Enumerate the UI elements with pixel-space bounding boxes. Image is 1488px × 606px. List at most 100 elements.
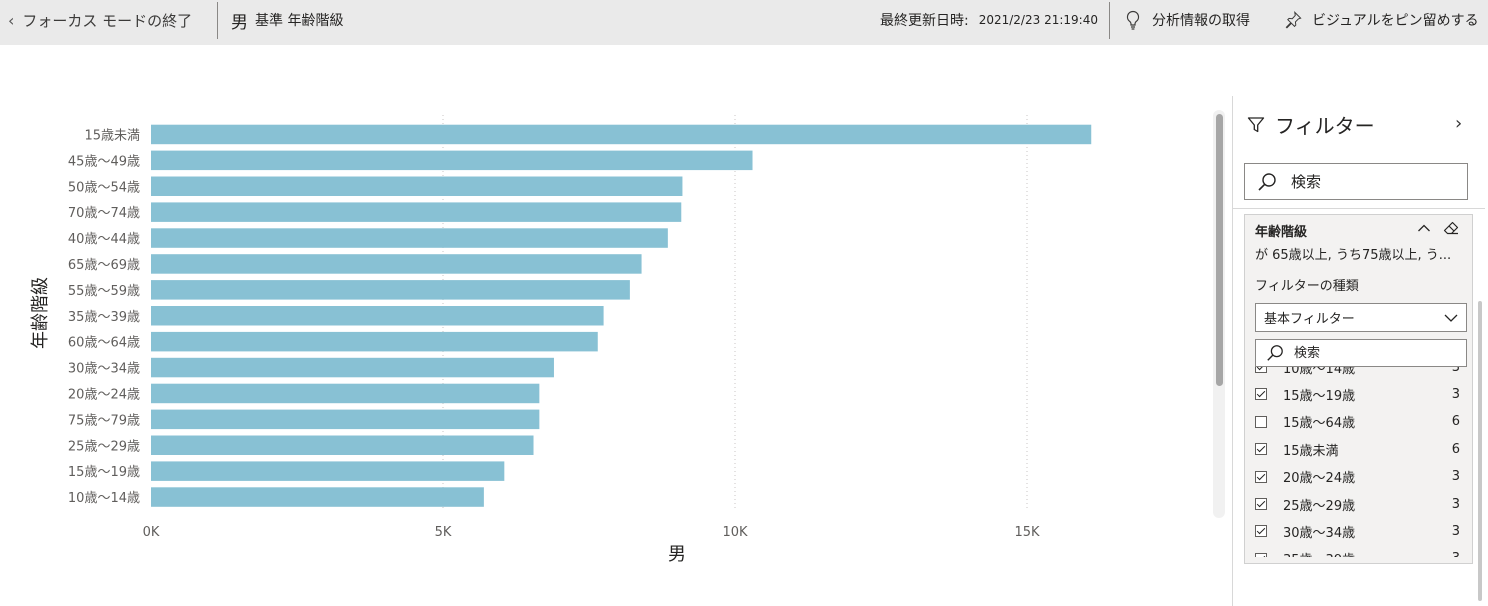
category-label: 50歳～54歳 bbox=[68, 180, 140, 195]
checkbox[interactable] bbox=[1255, 367, 1267, 373]
chart-scrollbar[interactable] bbox=[1213, 110, 1225, 518]
filter-value-count: 3 bbox=[1451, 496, 1460, 512]
bar[interactable] bbox=[151, 254, 642, 274]
category-label: 20歳～24歳 bbox=[68, 387, 140, 402]
filter-type-dropdown[interactable]: 基本フィルター bbox=[1255, 303, 1467, 332]
chart-x-tick-labels: 0K 5K 10K 15K bbox=[143, 525, 1040, 540]
filter-value-item[interactable]: 20歳～24歳 3 bbox=[1255, 466, 1460, 488]
chevron-up-icon[interactable] bbox=[1417, 221, 1431, 235]
bar[interactable] bbox=[151, 280, 630, 300]
filter-value-label: 35歳～39歳 bbox=[1283, 549, 1355, 557]
category-label: 15歳～19歳 bbox=[68, 465, 140, 480]
toolbar-divider bbox=[217, 2, 218, 39]
chevron-right-icon[interactable]: › bbox=[1455, 113, 1463, 134]
filter-value-item[interactable]: 35歳～39歳 3 bbox=[1255, 548, 1460, 557]
bar[interactable] bbox=[151, 357, 554, 378]
category-label: 10歳～14歳 bbox=[68, 491, 140, 506]
filter-search-input[interactable] bbox=[1289, 171, 1443, 192]
eraser-icon[interactable] bbox=[1443, 221, 1459, 235]
chart-scrollbar-thumb[interactable] bbox=[1216, 114, 1223, 386]
filter-search-box[interactable] bbox=[1244, 163, 1468, 200]
filter-type-label: フィルターの種類 bbox=[1255, 279, 1359, 294]
category-label: 60歳～64歳 bbox=[68, 336, 140, 351]
bar[interactable] bbox=[151, 306, 604, 326]
bar[interactable] bbox=[151, 124, 1092, 145]
filter-summary: が 65歳以上, うち75歳以上, う... bbox=[1255, 248, 1452, 263]
bar[interactable] bbox=[151, 228, 668, 248]
bar[interactable] bbox=[151, 435, 534, 456]
y-axis-title: 年齢階級 bbox=[30, 277, 51, 349]
filter-value-item[interactable]: 15歳～19歳 3 bbox=[1255, 383, 1460, 405]
chevron-left-icon: ‹ bbox=[8, 10, 15, 30]
x-tick-label: 10K bbox=[722, 525, 748, 540]
chart-category-labels: 15歳未満 45歳～49歳 50歳～54歳 70歳～74歳 40歳～44歳 65歳～69歳… bbox=[68, 128, 140, 506]
checkbox[interactable] bbox=[1255, 443, 1267, 456]
bar[interactable] bbox=[151, 409, 540, 430]
category-label: 70歳～74歳 bbox=[68, 206, 140, 221]
last-updated-label: 最終更新日時: bbox=[880, 13, 969, 29]
bar[interactable] bbox=[151, 150, 753, 171]
pin-visual-button[interactable]: ビジュアルをピン留めする bbox=[1284, 0, 1479, 40]
filter-value-count: 3 bbox=[1452, 551, 1460, 557]
bar[interactable] bbox=[151, 487, 484, 507]
bar-chart: 15歳未満 45歳～49歳 50歳～54歳 70歳～74歳 40歳～44歳 65歳～69歳… bbox=[30, 115, 1092, 565]
filter-value-list[interactable]: 10歳～14歳 3 15歳～19歳 3 15歳～64歳 6 15歳未満 6 20歳～24歳 3 25… bbox=[1245, 367, 1472, 557]
filter-card-title: 年齢階級 bbox=[1255, 225, 1308, 240]
category-label: 40歳～44歳 bbox=[68, 232, 140, 247]
filter-value-item[interactable]: 15歳～64歳 6 bbox=[1255, 411, 1460, 433]
filter-value-item[interactable]: 30歳～34歳 3 bbox=[1255, 520, 1460, 542]
filter-value-label: 30歳～34歳 bbox=[1283, 525, 1356, 541]
category-label: 30歳～34歳 bbox=[68, 362, 140, 377]
lightbulb-icon bbox=[1126, 10, 1140, 30]
filter-value-item[interactable]: 10歳～14歳 3 bbox=[1255, 367, 1460, 378]
checkbox[interactable] bbox=[1255, 525, 1267, 538]
chevron-down-icon bbox=[1444, 314, 1458, 322]
filter-value-label: 15歳未満 bbox=[1283, 443, 1339, 459]
filter-pane-scrollbar[interactable] bbox=[1478, 301, 1482, 601]
filter-value-label: 20歳～24歳 bbox=[1283, 471, 1356, 487]
x-axis-title: 男 bbox=[668, 544, 686, 565]
chart-bars bbox=[151, 124, 1092, 507]
x-tick-label: 15K bbox=[1014, 525, 1040, 540]
category-label: 55歳～59歳 bbox=[68, 284, 140, 299]
filter-value-label: 25歳～29歳 bbox=[1283, 498, 1356, 514]
category-label: 75歳～79歳 bbox=[68, 413, 140, 428]
search-icon bbox=[1258, 172, 1276, 191]
visual-title-main: 男 bbox=[231, 12, 248, 33]
checkbox[interactable] bbox=[1255, 552, 1267, 557]
focus-mode-toolbar: ‹ フォーカス モードの終了 男 基準 年齢階級 最終更新日時: 2021/2/… bbox=[0, 0, 1488, 45]
x-tick-label: 0K bbox=[143, 525, 160, 540]
filter-type-value: 基本フィルター bbox=[1264, 312, 1355, 327]
checkbox[interactable] bbox=[1255, 415, 1267, 428]
exit-focus-mode-label: フォーカス モードの終了 bbox=[22, 11, 193, 30]
funnel-icon bbox=[1247, 116, 1265, 132]
bar[interactable] bbox=[151, 176, 683, 197]
filter-value-label: 15歳～64歳 bbox=[1283, 416, 1356, 432]
search-icon bbox=[1267, 345, 1283, 361]
filter-card-age-group: 年齢階級 が 65歳以上, うち75歳以上, う... フィルターの種類 基本フ… bbox=[1244, 214, 1473, 564]
filter-value-count: 3 bbox=[1451, 386, 1460, 402]
get-insights-button[interactable]: 分析情報の取得 bbox=[1124, 0, 1250, 40]
filter-card-search-input[interactable] bbox=[1292, 344, 1456, 362]
filter-value-count: 3 bbox=[1451, 523, 1460, 539]
bar[interactable] bbox=[151, 202, 682, 222]
filter-pane-header: フィルター bbox=[1247, 110, 1375, 139]
last-updated: 最終更新日時: 2021/2/23 21:19:40 bbox=[880, 0, 1098, 40]
category-label: 45歳～49歳 bbox=[68, 154, 140, 169]
filter-value-item[interactable]: 15歳未満 6 bbox=[1255, 438, 1460, 460]
pin-icon bbox=[1285, 10, 1302, 29]
checkbox[interactable] bbox=[1255, 388, 1267, 401]
bar[interactable] bbox=[151, 461, 505, 481]
checkbox[interactable] bbox=[1255, 498, 1267, 510]
toolbar-divider bbox=[1109, 2, 1110, 39]
checkbox[interactable] bbox=[1255, 470, 1267, 483]
bar[interactable] bbox=[151, 331, 598, 352]
pin-visual-label: ビジュアルをピン留めする bbox=[1312, 13, 1479, 29]
filter-value-label: 15歳～19歳 bbox=[1283, 388, 1356, 404]
last-updated-timestamp: 2021/2/23 21:19:40 bbox=[978, 13, 1098, 27]
filter-value-count: 3 bbox=[1451, 469, 1460, 485]
filter-card-search-box[interactable] bbox=[1255, 339, 1467, 367]
exit-focus-mode-button[interactable]: ‹ フォーカス モードの終了 bbox=[8, 0, 192, 40]
filter-value-item[interactable]: 25歳～29歳 3 bbox=[1255, 493, 1460, 515]
bar[interactable] bbox=[151, 383, 540, 404]
